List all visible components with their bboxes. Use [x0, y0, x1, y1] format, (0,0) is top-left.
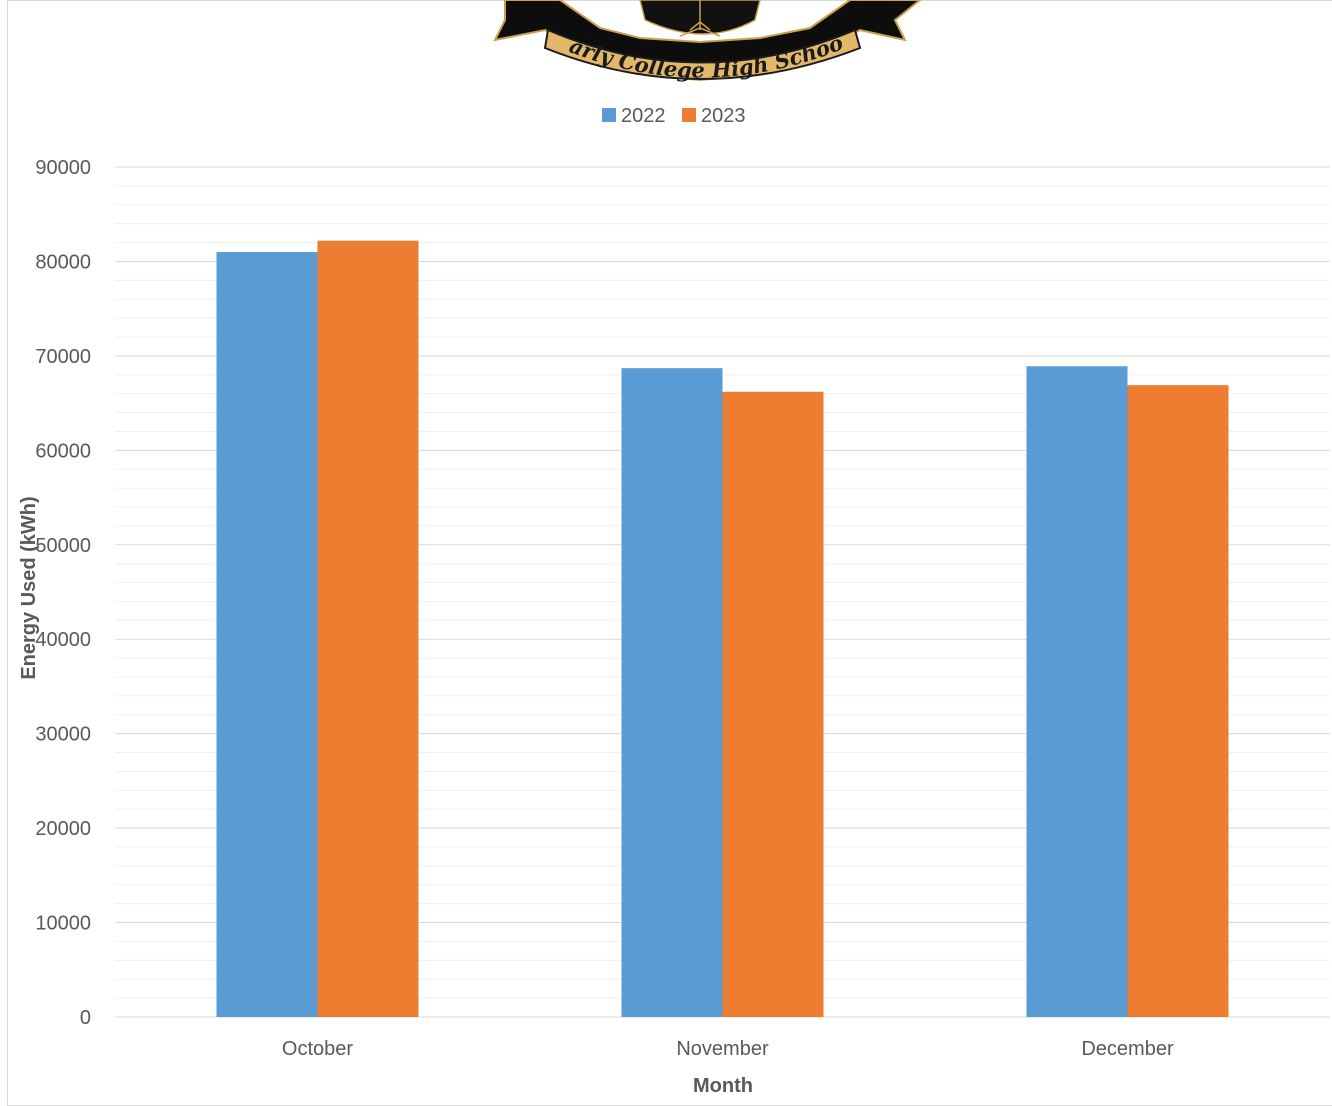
y-axis-ticks: 0 10000 20000 30000 40000 50000 60000 70000 8000…: [35, 157, 91, 1029]
bar-2022-october: [216, 252, 318, 1017]
legend-swatch-2022: [602, 108, 616, 122]
legend-swatch-2023: [682, 108, 696, 122]
x-tick-label: November: [676, 1038, 769, 1060]
x-tick-label: October: [282, 1038, 353, 1060]
y-tick-label: 50000: [35, 535, 91, 557]
bar-2023-november: [722, 391, 824, 1017]
y-tick-label: 10000: [35, 913, 91, 935]
y-tick-label: 0: [80, 1007, 91, 1029]
bars: [216, 240, 1229, 1018]
y-tick-label: 80000: [35, 251, 91, 273]
legend: 2022 2023: [602, 105, 746, 127]
bar-2023-october: [317, 240, 419, 1017]
legend-label-2022: 2022: [621, 105, 666, 127]
bar-2022-december: [1026, 366, 1128, 1017]
y-tick-label: 60000: [35, 440, 91, 462]
x-tick-label: December: [1081, 1038, 1174, 1060]
y-tick-label: 20000: [35, 818, 91, 840]
x-axis-title: Month: [693, 1075, 753, 1097]
y-tick-label: 30000: [35, 724, 91, 746]
y-tick-label: 40000: [35, 629, 91, 651]
school-logo: Early College High School: [0, 0, 922, 83]
x-axis-ticks: October November December: [282, 1038, 1174, 1060]
y-tick-label: 90000: [35, 157, 91, 179]
bar-2023-december: [1127, 385, 1229, 1018]
legend-label-2023: 2023: [701, 105, 746, 127]
y-axis-title: Energy Used (kWh): [18, 496, 40, 679]
bar-2022-november: [621, 368, 723, 1018]
y-tick-label: 70000: [35, 346, 91, 368]
